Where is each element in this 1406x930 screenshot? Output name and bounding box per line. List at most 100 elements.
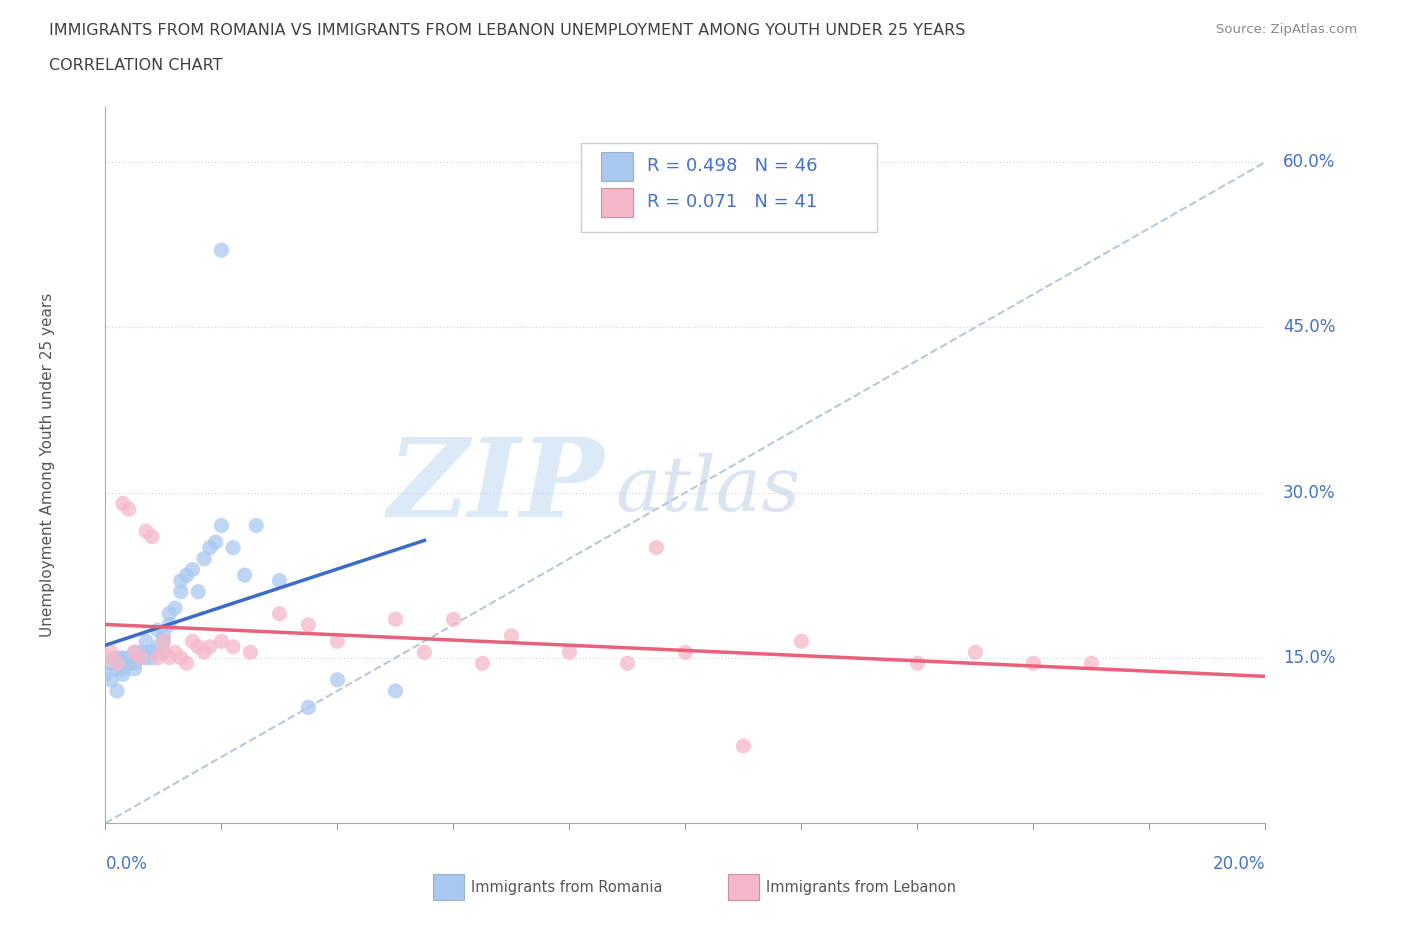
Point	[198, 540, 221, 555]
Point	[176, 567, 198, 582]
Text: ZIP: ZIP	[388, 432, 605, 540]
Point	[965, 644, 987, 659]
Text: atlas: atlas	[616, 453, 801, 527]
Point	[105, 661, 128, 676]
Point	[170, 650, 193, 665]
Point	[118, 650, 141, 665]
Point	[1080, 656, 1102, 671]
Text: Unemployment Among Youth under 25 years: Unemployment Among Youth under 25 years	[39, 293, 55, 637]
Point	[471, 656, 494, 671]
Point	[558, 644, 581, 659]
Text: 30.0%: 30.0%	[1282, 484, 1336, 501]
Text: R = 0.071   N = 41: R = 0.071 N = 41	[647, 193, 817, 211]
Bar	[600, 188, 633, 217]
Point	[141, 650, 163, 665]
Point	[326, 634, 349, 649]
Text: Immigrants from Romania: Immigrants from Romania	[471, 880, 662, 895]
Point	[211, 634, 233, 649]
Point	[135, 524, 157, 538]
Point	[100, 656, 122, 671]
Point	[157, 606, 180, 621]
Text: 0.0%: 0.0%	[105, 856, 148, 873]
Point	[645, 540, 668, 555]
Point	[146, 623, 169, 638]
Point	[100, 644, 122, 659]
Point	[222, 639, 245, 654]
Point	[907, 656, 929, 671]
Point	[141, 529, 163, 544]
Point	[135, 634, 157, 649]
Point	[222, 540, 245, 555]
Point	[129, 650, 152, 665]
Point	[135, 650, 157, 665]
Point	[105, 684, 128, 698]
Point	[441, 612, 464, 627]
Point	[269, 606, 291, 621]
Text: 20.0%: 20.0%	[1213, 856, 1265, 873]
Point	[118, 656, 141, 671]
Text: 15.0%: 15.0%	[1282, 649, 1336, 667]
Point	[675, 644, 697, 659]
Point	[501, 629, 523, 644]
Point	[165, 601, 187, 616]
Point	[157, 650, 180, 665]
Point	[245, 518, 267, 533]
Point	[790, 634, 813, 649]
Point	[170, 584, 193, 599]
Point	[152, 634, 174, 649]
Point	[187, 584, 209, 599]
Point	[111, 667, 134, 682]
Text: IMMIGRANTS FROM ROMANIA VS IMMIGRANTS FROM LEBANON UNEMPLOYMENT AMONG YOUTH UNDE: IMMIGRANTS FROM ROMANIA VS IMMIGRANTS FR…	[49, 23, 966, 38]
Point	[105, 650, 128, 665]
Point	[157, 618, 180, 632]
Point	[129, 644, 152, 659]
Point	[193, 551, 215, 566]
Point	[204, 535, 226, 550]
Point	[211, 518, 233, 533]
Point	[187, 639, 209, 654]
Point	[176, 656, 198, 671]
Point	[124, 644, 146, 659]
Point	[326, 672, 349, 687]
Point	[193, 644, 215, 659]
Text: Source: ZipAtlas.com: Source: ZipAtlas.com	[1216, 23, 1357, 36]
Point	[198, 639, 221, 654]
Point	[146, 650, 169, 665]
Point	[165, 644, 187, 659]
Point	[124, 661, 146, 676]
Text: 45.0%: 45.0%	[1282, 318, 1336, 337]
Point	[211, 243, 233, 258]
Point	[111, 496, 134, 511]
Point	[297, 700, 319, 715]
Point	[118, 501, 141, 516]
Point	[152, 634, 174, 649]
Point	[1022, 656, 1045, 671]
Point	[124, 644, 146, 659]
Point	[94, 667, 117, 682]
Point	[105, 656, 128, 671]
Point	[733, 738, 755, 753]
Point	[146, 639, 169, 654]
Bar	[600, 153, 633, 180]
Text: CORRELATION CHART: CORRELATION CHART	[49, 58, 222, 73]
Point	[152, 629, 174, 644]
Point	[129, 650, 152, 665]
Point	[384, 684, 406, 698]
Point	[111, 661, 134, 676]
Point	[384, 612, 406, 627]
Point	[100, 672, 122, 687]
Point	[124, 656, 146, 671]
Point	[135, 644, 157, 659]
Point	[616, 656, 638, 671]
Point	[233, 567, 256, 582]
Point	[181, 563, 204, 578]
Point	[94, 650, 117, 665]
Text: 60.0%: 60.0%	[1282, 153, 1336, 171]
Point	[170, 573, 193, 588]
Point	[181, 634, 204, 649]
Point	[152, 644, 174, 659]
Text: R = 0.498   N = 46: R = 0.498 N = 46	[647, 157, 818, 176]
Point	[111, 650, 134, 665]
Text: Immigrants from Lebanon: Immigrants from Lebanon	[766, 880, 956, 895]
Point	[141, 644, 163, 659]
